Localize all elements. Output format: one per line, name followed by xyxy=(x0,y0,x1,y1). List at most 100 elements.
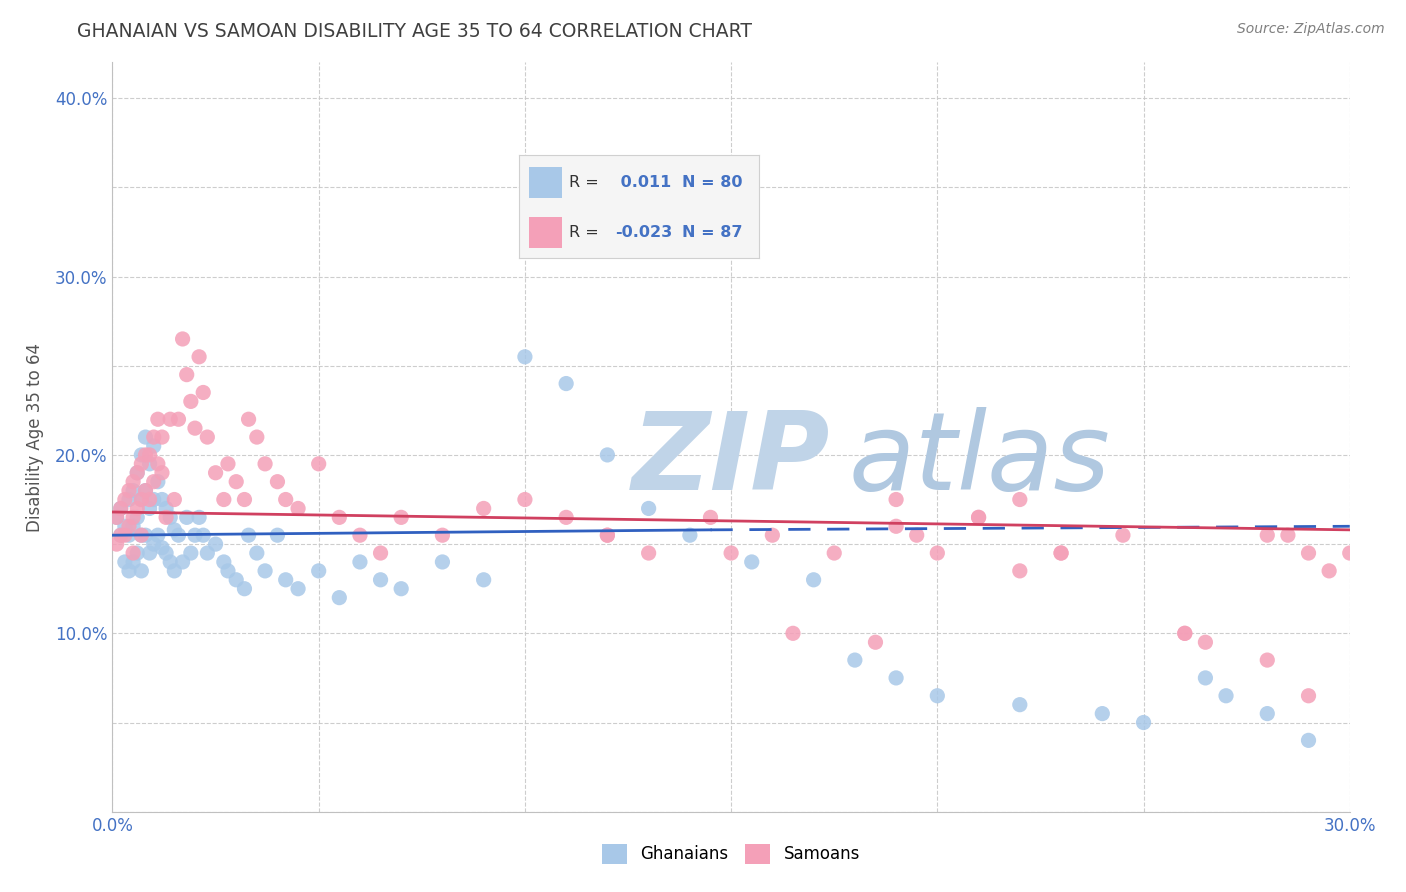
Point xyxy=(217,564,239,578)
Point xyxy=(555,510,578,524)
Point xyxy=(370,546,392,560)
Point xyxy=(155,501,177,516)
Point xyxy=(176,368,198,382)
Point xyxy=(142,475,165,489)
Point xyxy=(1174,626,1197,640)
Point xyxy=(1008,698,1031,712)
Point xyxy=(1050,546,1073,560)
Point xyxy=(127,501,149,516)
Point xyxy=(513,350,536,364)
Point xyxy=(114,555,136,569)
Point xyxy=(1256,653,1278,667)
Point xyxy=(138,546,160,560)
Point xyxy=(105,537,128,551)
Point xyxy=(865,635,887,649)
Point xyxy=(167,412,190,426)
Point xyxy=(233,582,256,596)
Point xyxy=(110,528,132,542)
Point xyxy=(596,448,619,462)
Text: -0.023: -0.023 xyxy=(614,225,672,240)
Point xyxy=(782,626,804,640)
Point xyxy=(637,501,659,516)
Point xyxy=(308,564,330,578)
Point xyxy=(1277,528,1299,542)
Point xyxy=(122,519,145,533)
Point xyxy=(134,528,156,542)
Point xyxy=(146,412,169,426)
Point xyxy=(118,483,141,498)
Point xyxy=(122,475,145,489)
Point xyxy=(142,537,165,551)
Point xyxy=(172,555,194,569)
Point xyxy=(884,671,907,685)
Point xyxy=(180,546,202,560)
Point xyxy=(114,519,136,533)
Point xyxy=(127,546,149,560)
Point xyxy=(172,332,194,346)
Point xyxy=(217,457,239,471)
Point xyxy=(803,573,825,587)
Point xyxy=(1050,546,1073,560)
Point xyxy=(967,510,990,524)
Point xyxy=(163,492,186,507)
Text: Source: ZipAtlas.com: Source: ZipAtlas.com xyxy=(1237,22,1385,37)
Point xyxy=(741,555,763,569)
Point xyxy=(176,510,198,524)
Point xyxy=(699,510,721,524)
Point xyxy=(266,475,288,489)
Point xyxy=(159,555,181,569)
Point xyxy=(884,492,907,507)
Point xyxy=(138,457,160,471)
Point xyxy=(266,528,288,542)
Point xyxy=(155,546,177,560)
Point xyxy=(131,564,153,578)
Point xyxy=(118,519,141,533)
Point xyxy=(204,537,226,551)
Point xyxy=(1317,564,1340,578)
Point xyxy=(555,376,578,391)
Point xyxy=(159,412,181,426)
Point xyxy=(389,582,412,596)
Point xyxy=(193,528,215,542)
Point xyxy=(246,430,269,444)
Point xyxy=(1194,671,1216,685)
Point xyxy=(127,466,149,480)
Point xyxy=(163,564,186,578)
Point xyxy=(150,430,173,444)
Point xyxy=(163,523,186,537)
Point xyxy=(287,501,309,516)
Point xyxy=(238,528,260,542)
Point xyxy=(1298,689,1320,703)
Point xyxy=(146,528,169,542)
Point xyxy=(1215,689,1237,703)
Point xyxy=(238,412,260,426)
Point xyxy=(150,541,173,555)
Point xyxy=(679,528,702,542)
Point xyxy=(122,483,145,498)
Y-axis label: Disability Age 35 to 64: Disability Age 35 to 64 xyxy=(25,343,44,532)
Text: GHANAIAN VS SAMOAN DISABILITY AGE 35 TO 64 CORRELATION CHART: GHANAIAN VS SAMOAN DISABILITY AGE 35 TO … xyxy=(77,22,752,41)
Point xyxy=(513,492,536,507)
Point xyxy=(884,519,907,533)
Point xyxy=(905,528,928,542)
Point xyxy=(1256,706,1278,721)
Point xyxy=(110,501,132,516)
Point xyxy=(225,475,247,489)
Point xyxy=(432,528,454,542)
Point xyxy=(127,510,149,524)
Point xyxy=(131,457,153,471)
Point xyxy=(195,430,218,444)
Point xyxy=(1008,564,1031,578)
Point xyxy=(637,546,659,560)
Point xyxy=(131,448,153,462)
Point xyxy=(134,483,156,498)
Point xyxy=(142,430,165,444)
Point xyxy=(122,510,145,524)
Point xyxy=(204,466,226,480)
Text: ZIP: ZIP xyxy=(633,407,831,513)
Bar xyxy=(529,217,562,248)
Point xyxy=(131,492,153,507)
Point xyxy=(193,385,215,400)
Point xyxy=(118,564,141,578)
Point xyxy=(308,457,330,471)
